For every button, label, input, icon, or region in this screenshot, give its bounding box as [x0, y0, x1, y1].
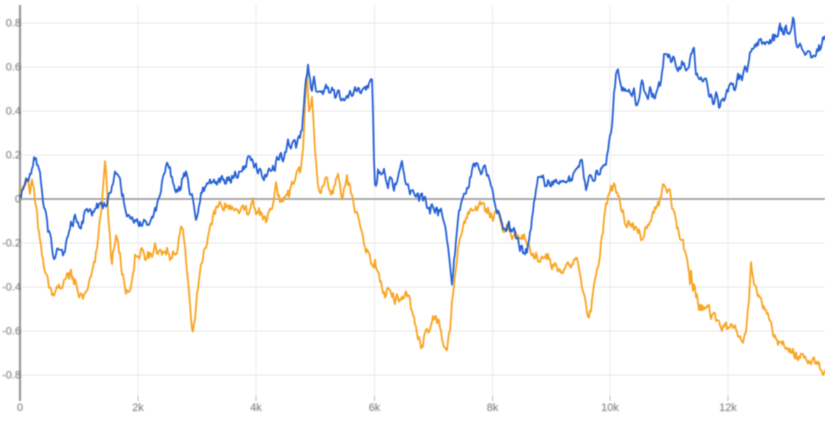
svg-text:0.6: 0.6	[6, 62, 21, 74]
svg-text:4k: 4k	[250, 402, 262, 414]
svg-text:2k: 2k	[132, 402, 144, 414]
svg-text:8k: 8k	[487, 402, 499, 414]
svg-text:0.4: 0.4	[6, 106, 21, 118]
svg-text:-0.2: -0.2	[2, 238, 21, 250]
svg-text:0: 0	[17, 402, 23, 414]
svg-text:6k: 6k	[369, 402, 381, 414]
svg-text:0.2: 0.2	[6, 150, 21, 162]
svg-text:-0.8: -0.8	[2, 370, 21, 382]
svg-text:-0.6: -0.6	[2, 326, 21, 338]
svg-text:10k: 10k	[601, 402, 619, 414]
svg-text:12k: 12k	[719, 402, 737, 414]
svg-text:0: 0	[15, 194, 21, 206]
svg-text:0.8: 0.8	[6, 18, 21, 30]
svg-text:-0.4: -0.4	[2, 282, 21, 294]
